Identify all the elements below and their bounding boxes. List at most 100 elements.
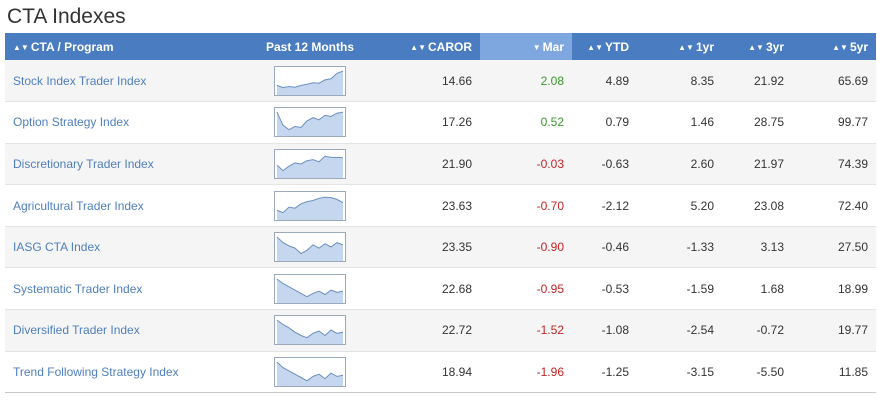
sparkline-chart[interactable] [274,148,346,179]
mar-value: -0.70 [480,184,572,227]
1yr-value: 2.60 [637,143,722,186]
program-cell: Stock Index Trader Index [5,60,220,103]
col-header-ytd[interactable]: ▲▼ YTD [572,33,637,60]
sort-arrows-icon: ▲▼ [748,42,764,52]
sparkline-line [276,278,344,298]
program-link[interactable]: Option Strategy Index [13,115,130,130]
3yr-value: 21.97 [722,143,792,186]
3yr-value: 1.68 [722,267,792,311]
sparkline-cell [220,267,400,311]
sparkline-chart[interactable] [274,65,346,96]
ytd-value: 4.89 [572,60,637,103]
program-link[interactable]: Diversified Trader Index [13,323,140,338]
ytd-value: -0.53 [572,267,637,311]
5yr-value: 19.77 [792,309,876,352]
1yr-value: -1.33 [637,226,722,269]
sparkline-chart[interactable] [274,273,346,304]
sparkline-line [276,196,344,213]
5yr-value: 74.39 [792,143,876,186]
cta-index-table: ▲▼ CTA / Program Past 12 Months ▲▼ CAROR ▼… [5,33,876,394]
sparkline-area [277,196,343,220]
col-header-program[interactable]: ▲▼ CTA / Program [5,33,220,60]
program-link[interactable]: Trend Following Strategy Index [13,364,179,379]
sparkline-area [277,278,343,303]
5yr-value: 99.77 [792,101,876,144]
sort-arrows-icon: ▲▼ [13,42,29,52]
5yr-value: 18.99 [792,267,876,311]
program-link[interactable]: Agricultural Trader Index [13,198,144,213]
table-row: Systematic Trader Index 22.68 -0.95 -0.53 -1… [5,267,876,311]
table-row: IASG CTA Index 23.35 -0.90 -0.46 -1.33 3.13 27… [5,226,876,269]
program-cell: Trend Following Strategy Index [5,351,220,394]
caror-value: 14.66 [400,60,480,103]
5yr-value: 27.50 [792,226,876,269]
mar-value: 0.52 [480,101,572,144]
col-header-5yr[interactable]: ▲▼ 5yr [792,33,876,60]
sparkline-chart[interactable] [274,356,346,387]
col-header-label: Mar [542,39,564,54]
sparkline-chart[interactable] [274,190,346,221]
table-row: Option Strategy Index 17.26 0.52 0.79 1.46 28… [5,101,876,144]
program-link[interactable]: IASG CTA Index [13,240,101,255]
sort-arrows-icon: ▲▼ [410,42,426,52]
table-row: Agricultural Trader Index 23.63 -0.70 -2.12… [5,184,876,227]
sparkline-cell [220,226,400,269]
col-header-mar[interactable]: ▼ Mar [480,33,572,60]
5yr-value: 11.85 [792,351,876,394]
program-link[interactable]: Systematic Trader Index [13,281,143,296]
col-header-label: Past 12 Months [265,39,355,54]
ytd-value: -1.25 [572,351,637,394]
sparkline-cell [220,101,400,144]
caror-value: 23.63 [400,184,480,227]
caror-value: 23.35 [400,226,480,269]
col-header-label: CAROR [428,39,472,54]
col-header-label: CTA / Program [30,39,114,54]
col-header-label: 5yr [849,39,868,54]
col-header-1yr[interactable]: ▲▼ 1yr [637,33,722,60]
mar-value: -1.52 [480,309,572,352]
col-header-past-12-months: Past 12 Months [220,33,400,60]
header-row: ▲▼ CTA / Program Past 12 Months ▲▼ CAROR ▼… [5,33,876,60]
program-cell: Agricultural Trader Index [5,184,220,227]
sparkline-area [277,156,343,178]
sparkline-chart[interactable] [274,107,346,138]
program-link[interactable]: Stock Index Trader Index [13,73,147,88]
3yr-value: -0.72 [722,309,792,352]
sort-arrows-icon: ▲▼ [832,42,848,52]
1yr-value: -1.59 [637,267,722,311]
5yr-value: 72.40 [792,184,876,227]
sparkline-chart[interactable] [274,315,346,346]
page-title: CTA Indexes [7,5,126,28]
program-cell: IASG CTA Index [5,226,220,269]
1yr-value: 1.46 [637,101,722,144]
sparkline-line [276,320,344,339]
mar-value: -0.90 [480,226,572,269]
3yr-value: 3.13 [722,226,792,269]
col-header-label: YTD [605,39,629,54]
mar-value: -0.95 [480,267,572,311]
col-header-label: 1yr [695,39,714,54]
ytd-value: -2.12 [572,184,637,227]
3yr-value: 28.75 [722,101,792,144]
sparkline-area [277,112,343,137]
col-header-3yr[interactable]: ▲▼ 3yr [722,33,792,60]
program-link[interactable]: Discretionary Trader Index [13,156,154,171]
col-header-label: 3yr [765,39,784,54]
program-cell: Diversified Trader Index [5,309,220,352]
program-cell: Option Strategy Index [5,101,220,144]
table-row: Stock Index Trader Index 14.66 2.08 4.89 8.3… [5,60,876,103]
sparkline-area [277,70,343,95]
sparkline-area [277,362,343,386]
sparkline-cell [220,309,400,352]
sparkline-area [277,237,343,262]
col-header-caror[interactable]: ▲▼ CAROR [400,33,480,60]
sparkline-line [276,236,344,255]
mar-value: -1.96 [480,351,572,394]
sparkline-area [277,320,343,345]
sparkline-cell [220,60,400,103]
caror-value: 18.94 [400,351,480,394]
table-row: Trend Following Strategy Index 18.94 -1.96… [5,351,876,394]
sparkline-chart[interactable] [274,232,346,263]
program-cell: Systematic Trader Index [5,267,220,311]
sparkline-cell [220,184,400,227]
